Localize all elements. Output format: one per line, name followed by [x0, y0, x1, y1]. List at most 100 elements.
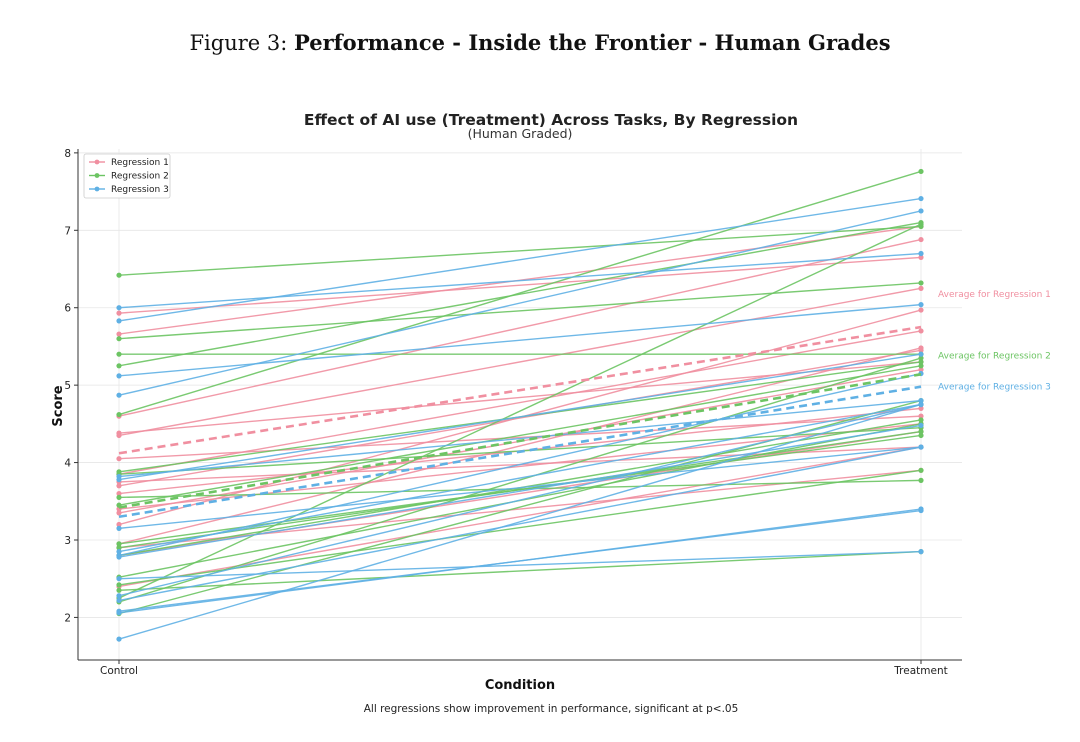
- series-2-point-treatment: [918, 363, 924, 369]
- series-2-point-control: [116, 587, 122, 593]
- series-2-line: [118, 221, 922, 367]
- series-1-point-treatment: [918, 345, 924, 351]
- series-2-line: [118, 357, 922, 603]
- series-2-line: [118, 550, 922, 592]
- series-1-point-control: [116, 331, 122, 337]
- series-1-line: [118, 238, 922, 417]
- average-line-series-2: [118, 373, 922, 509]
- series-2-line: [118, 479, 922, 499]
- series-3-line: [118, 353, 922, 481]
- average-label-series-2: Average for Regression 2: [938, 352, 1051, 362]
- legend-box: [83, 153, 171, 199]
- y-tick-label: 5: [64, 380, 71, 392]
- series-1-point-treatment: [918, 328, 924, 334]
- series-3-point-control: [116, 318, 122, 324]
- legend-label-series-3: Regression 3: [111, 185, 169, 195]
- average-lines: [118, 325, 922, 519]
- series-3-point-treatment: [918, 398, 924, 404]
- legend: Regression 1 Regression 2 Regression 3: [83, 153, 171, 199]
- series-2-point-control: [116, 363, 122, 369]
- series-3-point-control: [116, 554, 122, 560]
- series-2-line: [118, 282, 922, 340]
- legend-marker-series-3: [94, 186, 100, 192]
- series-2-point-treatment: [918, 432, 924, 439]
- chart-subtitle: (Human Graded): [468, 126, 573, 141]
- series-1-point-control: [116, 483, 122, 489]
- series-1-point-control: [116, 490, 122, 497]
- series-2-line: [118, 170, 922, 416]
- series-3-point-treatment: [918, 444, 924, 450]
- series-3-point-control: [116, 576, 122, 582]
- series-2-point-control: [116, 582, 122, 588]
- series-1-line: [118, 361, 922, 434]
- average-label-series-1: Average for Regression 1: [938, 290, 1051, 300]
- series-3-point-control: [116, 477, 122, 483]
- series-2: [116, 168, 924, 617]
- series-3-point-control: [116, 593, 122, 599]
- average-labels: Average for Regression 1 Average for Regr…: [938, 290, 1051, 393]
- series-2-point-treatment: [918, 168, 924, 175]
- x-tick-label-control: Control: [100, 665, 138, 677]
- footnote: All regressions show improvement in perf…: [364, 703, 739, 715]
- series-3-line: [118, 446, 922, 530]
- legend-marker-series-2: [94, 173, 100, 178]
- figure-caption: Figure 3: Performance - Inside the Front…: [0, 30, 1080, 55]
- y-tick-label: 7: [64, 225, 71, 237]
- series-2-point-control: [116, 545, 122, 551]
- series-3-line: [118, 424, 922, 558]
- y-tick-label: 6: [64, 303, 71, 315]
- series-3-point-control: [116, 610, 122, 616]
- series-3-point-treatment: [918, 506, 924, 512]
- series-3-line: [118, 508, 922, 614]
- average-line-series-3: [118, 385, 922, 519]
- series-3-point-treatment: [918, 302, 924, 308]
- series-1-line: [118, 287, 922, 437]
- series-3-line: [118, 403, 922, 553]
- series-3-point-treatment: [918, 208, 924, 214]
- average-line-series-1: [118, 325, 922, 455]
- series-3-line: [118, 446, 922, 602]
- series-3-point-treatment: [918, 401, 924, 408]
- series-1-point-treatment: [918, 307, 924, 313]
- series-3-point-control: [116, 525, 122, 531]
- series-2-point-treatment: [918, 359, 924, 365]
- series-2-point-treatment: [918, 280, 924, 286]
- series-2-point-control: [116, 494, 122, 501]
- series-1-point-treatment: [918, 367, 924, 373]
- series-2-point-treatment: [918, 467, 924, 473]
- series-3-point-treatment: [918, 195, 924, 202]
- series-1-point-treatment: [918, 405, 924, 411]
- series-2-line: [118, 225, 922, 276]
- series-1-point-treatment: [918, 285, 924, 291]
- series-2-point-treatment: [918, 221, 924, 227]
- x-axis-ticks: Control Treatment: [100, 660, 948, 677]
- figure-caption-prefix: Figure 3:: [189, 31, 288, 55]
- series-2-point-control: [116, 272, 122, 278]
- legend-marker-series-1: [94, 159, 100, 165]
- chart-title: Effect of AI use (Treatment) Across Task…: [304, 111, 798, 129]
- series-3-line: [118, 210, 922, 396]
- y-axis-label: Score: [51, 385, 66, 426]
- series-1-point-control: [116, 310, 122, 316]
- y-axis-ticks: 2 3 4 5 6 7 8: [64, 148, 78, 624]
- series-3-point-control: [116, 305, 122, 311]
- series-2-point-control: [116, 336, 122, 342]
- series-2-point-treatment: [918, 477, 924, 483]
- series-2-point-control: [116, 411, 122, 418]
- y-tick-label: 2: [64, 612, 71, 624]
- average-label-series-3: Average for Regression 3: [938, 383, 1051, 393]
- series-3-point-treatment: [918, 422, 924, 429]
- x-tick-label-treatment: Treatment: [893, 665, 947, 677]
- series-1-point-control: [116, 510, 122, 516]
- series-3-line: [118, 399, 922, 478]
- series-1-point-treatment: [918, 413, 924, 419]
- series-3-point-treatment: [918, 549, 924, 555]
- y-tick-label: 4: [64, 458, 71, 470]
- series-3-point-treatment: [918, 351, 924, 357]
- series-2-point-treatment: [918, 417, 924, 423]
- series-3-point-control: [116, 636, 122, 642]
- series-3-line: [118, 372, 922, 557]
- series-3-line: [118, 403, 922, 597]
- series-2-point-control: [116, 541, 122, 547]
